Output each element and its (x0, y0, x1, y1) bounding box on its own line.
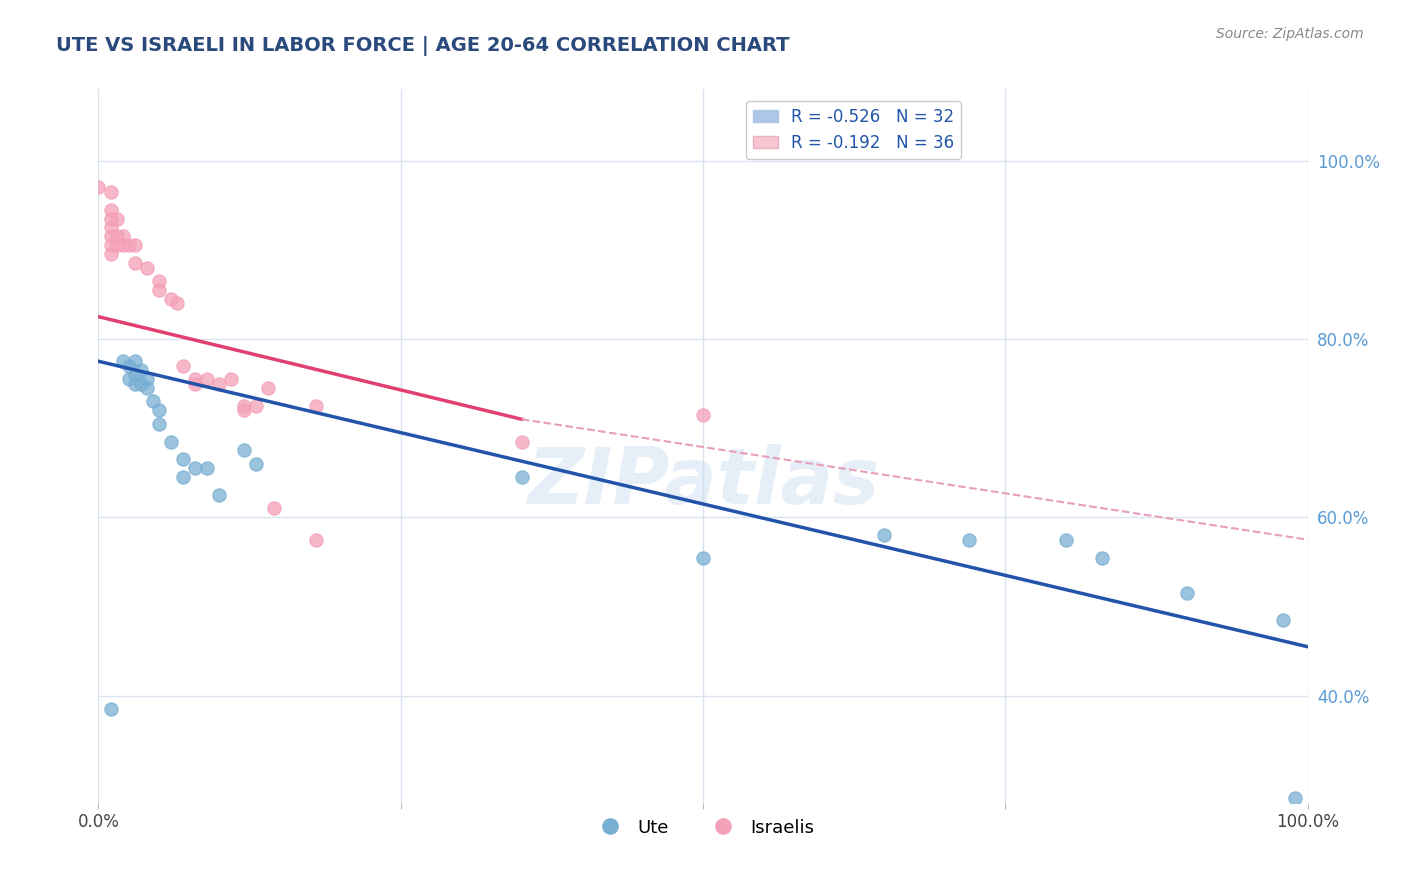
Point (1054, 533, 1077, 547)
Point (510, 470, 533, 484)
Point (105, 229, 128, 244)
Point (692, 408, 714, 422)
Point (160, 292, 183, 306)
Point (232, 403, 254, 417)
Point (124, 354, 146, 368)
Point (118, 238, 141, 252)
Point (135, 260, 157, 275)
Point (166, 296, 188, 310)
Point (256, 381, 278, 395)
Point (118, 372, 141, 386)
Point (100, 238, 122, 252)
Point (124, 368, 146, 382)
Point (135, 372, 157, 386)
Point (1091, 550, 1114, 565)
Point (148, 417, 170, 431)
Point (172, 470, 194, 484)
Point (100, 229, 122, 244)
Point (1175, 586, 1198, 600)
Point (1272, 613, 1295, 627)
Point (305, 533, 328, 547)
Point (245, 399, 267, 413)
Point (232, 443, 254, 458)
Point (111, 229, 134, 244)
Point (124, 256, 146, 270)
Point (100, 211, 122, 226)
Text: Source: ZipAtlas.com: Source: ZipAtlas.com (1216, 27, 1364, 41)
Point (148, 283, 170, 297)
Point (692, 550, 714, 565)
Point (208, 488, 231, 502)
Point (100, 202, 122, 217)
Point (172, 452, 194, 467)
Point (118, 359, 141, 373)
Point (184, 376, 207, 391)
Text: UTE VS ISRAELI IN LABOR FORCE | AGE 20-64 CORRELATION CHART: UTE VS ISRAELI IN LABOR FORCE | AGE 20-6… (56, 36, 790, 55)
Point (129, 376, 152, 391)
Point (184, 372, 207, 386)
Point (142, 394, 165, 409)
Point (124, 238, 146, 252)
Point (105, 211, 128, 226)
Point (510, 434, 533, 449)
Text: ZIPatlas: ZIPatlas (527, 443, 879, 520)
Point (100, 220, 122, 235)
Point (160, 434, 183, 449)
Point (148, 403, 170, 417)
Point (957, 533, 980, 547)
Point (105, 238, 128, 252)
Point (221, 372, 243, 386)
Point (1284, 791, 1306, 805)
Point (873, 528, 896, 542)
Point (129, 363, 152, 377)
Point (263, 501, 285, 516)
Legend: Ute, Israelis: Ute, Israelis (585, 812, 821, 844)
Point (184, 461, 207, 475)
Point (195, 372, 218, 386)
Point (135, 381, 157, 395)
Point (111, 354, 134, 368)
Point (208, 376, 231, 391)
Point (232, 399, 254, 413)
Point (111, 238, 134, 252)
Point (124, 376, 146, 391)
Point (245, 457, 267, 471)
Point (87, 180, 110, 194)
Point (195, 461, 218, 475)
Point (172, 359, 194, 373)
Point (305, 399, 328, 413)
Point (100, 185, 122, 199)
Point (148, 274, 170, 288)
Point (100, 247, 122, 261)
Point (100, 702, 122, 716)
